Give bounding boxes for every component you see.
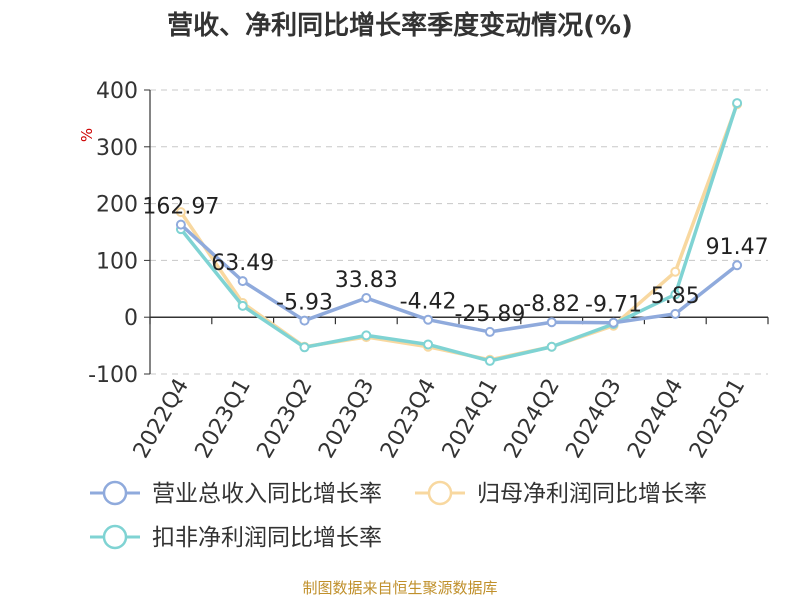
x-tick-label: 2024Q4 — [623, 375, 688, 463]
data-point — [175, 207, 186, 218]
x-tick-label: 2024Q2 — [500, 375, 565, 463]
legend-item-1[interactable]: 归母净利润同比增长率 — [415, 480, 707, 507]
y-tick-label: 300 — [96, 136, 138, 161]
data-label: -8.82 — [523, 292, 580, 317]
y-axis-unit: % — [78, 128, 96, 142]
y-tick-label: -100 — [88, 363, 138, 388]
data-point — [484, 326, 495, 337]
legend-marker — [102, 480, 128, 506]
data-point — [732, 98, 743, 109]
legend-label: 扣非净利润同比增长率 — [152, 525, 382, 551]
data-point — [670, 308, 681, 319]
series-0 — [175, 219, 743, 337]
y-tick-label: 100 — [96, 249, 138, 274]
data-label: -25.89 — [454, 302, 525, 327]
grid-lines — [144, 89, 768, 375]
data-label: 63.49 — [211, 251, 274, 276]
data-label: -4.42 — [400, 290, 457, 315]
axes — [149, 90, 769, 374]
data-label: -5.93 — [276, 291, 333, 316]
data-point — [423, 314, 434, 325]
series-line — [179, 223, 739, 334]
data-point — [670, 289, 681, 300]
x-tick-label: 2024Q3 — [561, 375, 626, 463]
legend-marker — [102, 524, 128, 550]
data-point — [546, 317, 557, 328]
legend-marker — [427, 480, 453, 506]
y-tick-label: 0 — [124, 306, 138, 331]
data-point — [732, 260, 743, 271]
x-tick-label: 2025Q1 — [685, 375, 750, 463]
x-tick-label: 2024Q1 — [438, 375, 503, 463]
chart-title: 营收、净利同比增长率季度变动情况(%) — [167, 10, 633, 41]
data-point — [361, 330, 372, 341]
data-point — [670, 266, 681, 277]
x-tick-label: 2023Q3 — [314, 375, 379, 463]
legend-label: 营业总收入同比增长率 — [152, 481, 382, 507]
data-label: 162.97 — [142, 195, 219, 220]
data-label: 5.85 — [651, 284, 700, 309]
data-label: 91.47 — [706, 235, 769, 260]
x-tick-label: 2023Q1 — [191, 375, 256, 463]
legend-item-0[interactable]: 营业总收入同比增长率 — [90, 480, 382, 507]
source-note: 制图数据来自恒生聚源数据库 — [302, 579, 497, 597]
data-point — [299, 315, 310, 326]
data-point — [299, 342, 310, 353]
data-point — [423, 339, 434, 350]
data-point — [361, 292, 372, 303]
y-tick-labels: 400 300 200 100 0 -100 — [88, 79, 138, 388]
series-lines — [175, 98, 743, 366]
data-point — [237, 300, 248, 311]
x-tick-label: 2023Q2 — [252, 375, 317, 463]
data-point — [484, 355, 495, 366]
data-point — [546, 341, 557, 352]
x-tick-label: 2023Q4 — [376, 374, 441, 462]
data-point — [175, 219, 186, 230]
data-point — [608, 317, 619, 328]
x-tick-labels: 2022Q42023Q12023Q22023Q32023Q42024Q12024… — [129, 374, 751, 462]
data-label: 33.83 — [335, 268, 398, 293]
x-tick-label: 2022Q4 — [129, 375, 194, 463]
y-tick-label: 400 — [96, 79, 138, 104]
y-tick-label: 200 — [96, 193, 138, 218]
series-line — [179, 102, 739, 363]
data-point — [237, 276, 248, 287]
legend-item-2[interactable]: 扣非净利润同比增长率 — [90, 524, 382, 551]
legend-label: 归母净利润同比增长率 — [477, 481, 707, 507]
data-label: -9.71 — [585, 293, 642, 318]
